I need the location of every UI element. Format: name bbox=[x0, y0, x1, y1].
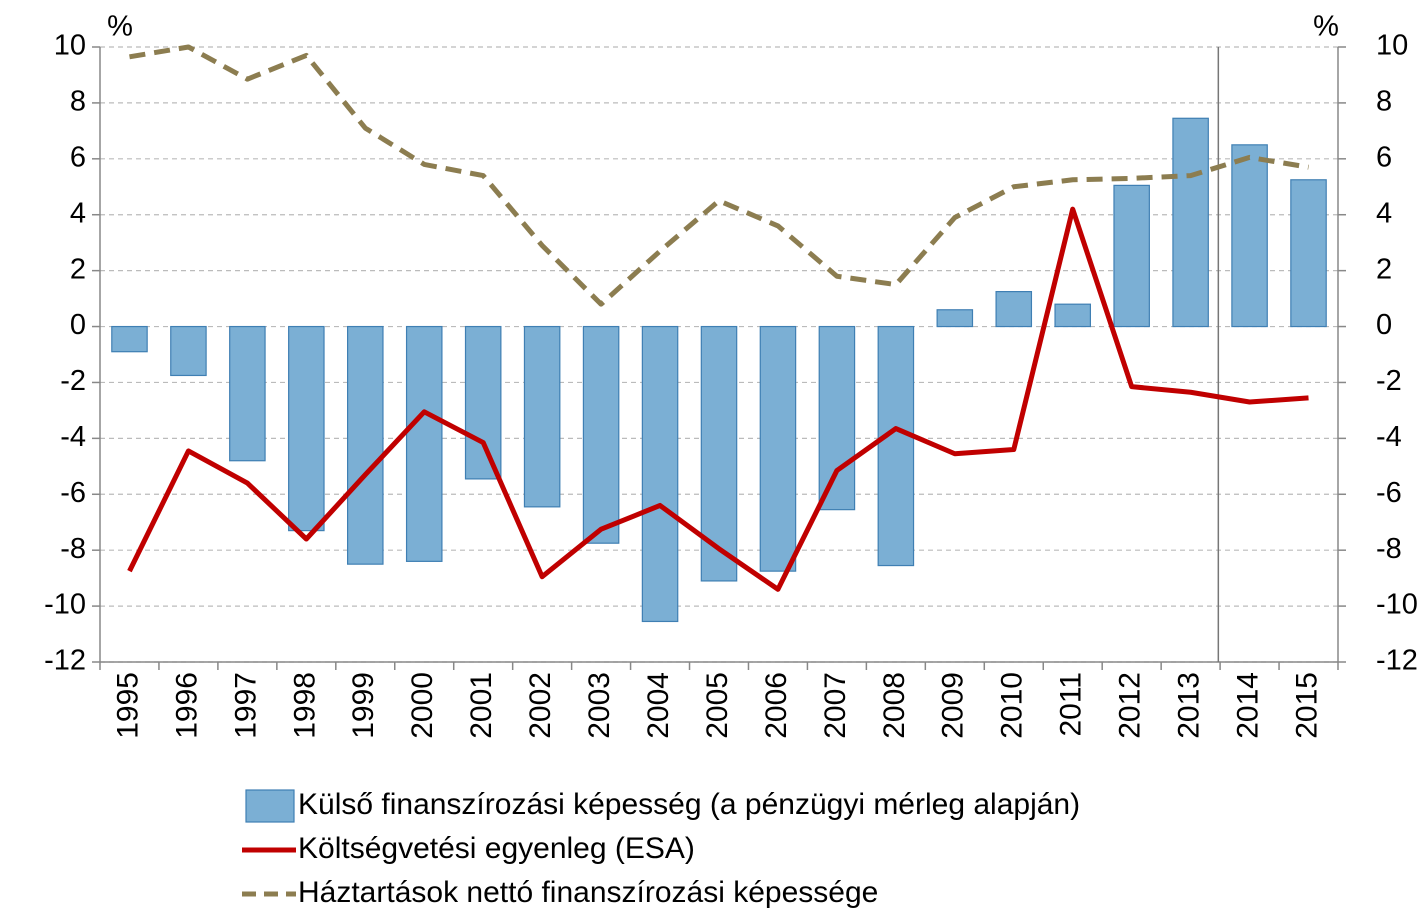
x-tick-label: 2005 bbox=[701, 672, 734, 739]
y2-tick-label: 8 bbox=[1376, 86, 1392, 118]
y2-tick-label: -2 bbox=[1376, 365, 1402, 397]
x-tick-label: 2011 bbox=[1055, 672, 1088, 737]
y2-tick-label: -12 bbox=[1376, 645, 1418, 677]
y2-tick-label: -10 bbox=[1376, 589, 1418, 621]
x-tick-label: 1996 bbox=[170, 672, 203, 739]
y-tick-label: 8 bbox=[70, 86, 86, 118]
line bbox=[127, 206, 1309, 592]
x-tick-label: 2001 bbox=[465, 672, 498, 739]
x-tick-label: 2010 bbox=[996, 672, 1029, 739]
y-tick-label: -8 bbox=[60, 533, 86, 565]
y-tick-label: 6 bbox=[70, 141, 86, 173]
x-tick-label: 2006 bbox=[760, 672, 793, 739]
bar bbox=[1172, 117, 1209, 328]
bar bbox=[111, 325, 148, 353]
y-tick-label: 0 bbox=[70, 309, 86, 341]
x-tick-label: 2004 bbox=[642, 672, 675, 739]
x-tick-label: 2002 bbox=[524, 672, 557, 739]
legend-label: Költségvetési egyenleg (ESA) bbox=[298, 832, 695, 865]
x-tick-label: 1998 bbox=[288, 672, 321, 739]
x-tick-label: 1995 bbox=[111, 672, 144, 739]
y2-tick-label: 0 bbox=[1376, 309, 1392, 341]
bar bbox=[405, 325, 443, 562]
x-tick-label: 2008 bbox=[878, 672, 911, 739]
y2-tick-label: 4 bbox=[1376, 197, 1392, 229]
bar bbox=[759, 325, 797, 572]
x-tick-label: 2007 bbox=[819, 672, 852, 739]
y2-tick-label: -6 bbox=[1376, 477, 1402, 509]
bar bbox=[995, 291, 1033, 328]
y-tick-label: -6 bbox=[60, 477, 86, 509]
x-tick-label: 1999 bbox=[347, 672, 380, 739]
bar bbox=[1054, 303, 1091, 328]
y-tick-label: -10 bbox=[44, 589, 86, 621]
bar bbox=[1290, 179, 1327, 328]
bar bbox=[464, 325, 502, 480]
bar bbox=[641, 325, 679, 623]
x-tick-label: 2000 bbox=[406, 672, 439, 739]
y2-axis-label: % bbox=[1313, 11, 1339, 43]
bar bbox=[936, 309, 974, 328]
x-tick-label: 1997 bbox=[229, 672, 262, 739]
legend-label: Háztartások nettó finanszírozási képessé… bbox=[298, 876, 878, 909]
bar bbox=[818, 325, 856, 511]
bar bbox=[170, 325, 207, 377]
bar bbox=[288, 325, 325, 532]
y-tick-label: -4 bbox=[60, 421, 86, 453]
y2-tick-label: 6 bbox=[1376, 141, 1392, 173]
x-tick-label: 2013 bbox=[1173, 672, 1206, 739]
x-tick-label: 2003 bbox=[583, 672, 616, 739]
y-tick-label: -12 bbox=[44, 645, 86, 677]
legend-label: Külső finanszírozási képesség (a pénzügy… bbox=[298, 788, 1080, 821]
x-tick-label: 2012 bbox=[1114, 672, 1147, 739]
bar bbox=[347, 325, 384, 565]
bar bbox=[523, 325, 561, 508]
y2-tick-label: 10 bbox=[1376, 30, 1408, 62]
bar bbox=[582, 325, 620, 544]
y-tick-label: 2 bbox=[70, 253, 86, 285]
legend-swatch bbox=[245, 789, 295, 823]
y-tick-label: 10 bbox=[54, 30, 86, 62]
bar bbox=[229, 325, 266, 462]
x-tick-label: 2009 bbox=[937, 672, 970, 739]
y-tick-label: -2 bbox=[60, 365, 86, 397]
y2-tick-label: 2 bbox=[1376, 253, 1392, 285]
bar bbox=[877, 325, 915, 567]
y-tick-label: 4 bbox=[70, 197, 86, 229]
y-axis-label: % bbox=[107, 11, 133, 43]
x-tick-label: 2015 bbox=[1290, 672, 1323, 739]
line bbox=[129, 44, 1309, 307]
x-tick-label: 2014 bbox=[1231, 672, 1264, 739]
y2-tick-label: -4 bbox=[1376, 421, 1402, 453]
bar bbox=[1113, 184, 1150, 328]
bar bbox=[1231, 144, 1268, 328]
y2-tick-label: -8 bbox=[1376, 533, 1402, 565]
